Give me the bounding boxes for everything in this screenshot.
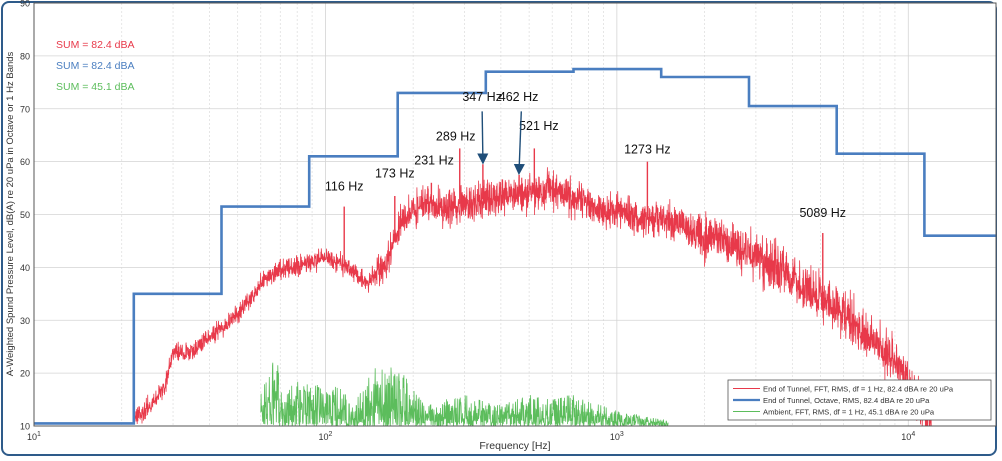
legend-entry: End of Tunnel, Octave, RMS, 82.4 dBA re … xyxy=(763,396,930,405)
x-tick-label: 102 xyxy=(318,431,332,442)
sum-label: SUM = 45.1 dBA xyxy=(56,81,135,93)
peak-arrow xyxy=(477,111,489,165)
x-tick-label: 101 xyxy=(27,431,41,442)
peak-label: 462 Hz xyxy=(499,90,539,104)
x-axis-ticks: 101 102 103 104 xyxy=(27,431,915,442)
plot-border xyxy=(33,2,997,427)
ambient-fft-series xyxy=(260,362,669,426)
sum-labels: SUM = 82.4 dBA SUM = 82.4 dBA SUM = 45.1 d… xyxy=(56,39,135,93)
legend-box xyxy=(727,379,992,421)
sum-label: SUM = 82.4 dBA xyxy=(56,60,135,72)
y-tick-label: 20 xyxy=(20,369,30,379)
peak-arrows xyxy=(477,111,525,176)
peak-label: 521 Hz xyxy=(519,119,559,133)
legend-entry: Ambient, FFT, RMS, df = 1 Hz, 45.1 dBA r… xyxy=(763,408,935,417)
peak-label: 289 Hz xyxy=(436,129,476,143)
peak-arrow xyxy=(513,111,525,176)
y-tick-label: 10 xyxy=(20,422,30,432)
peak-label: 1273 Hz xyxy=(624,143,671,157)
y-axis-ticks: 10 20 30 40 50 60 70 80 90 xyxy=(20,0,30,432)
fft-line xyxy=(133,167,932,426)
fft-series xyxy=(133,148,932,426)
sum-label: SUM = 82.4 dBA xyxy=(56,39,135,51)
y-tick-label: 60 xyxy=(20,157,30,167)
peak-label: 116 Hz xyxy=(325,180,364,194)
legend-entry: End of Tunnel, FFT, RMS, df = 1 Hz, 82.4… xyxy=(763,385,954,394)
octave-step-line xyxy=(34,67,996,425)
y-tick-label: 40 xyxy=(20,263,30,273)
x-tick-label: 103 xyxy=(610,431,624,442)
y-axis-label: A-Weighted Spund Pressure Level, dB(A) r… xyxy=(5,51,16,376)
x-tick-label: 104 xyxy=(901,431,915,442)
peak-label: 347 Hz xyxy=(462,90,502,104)
y-tick-label: 80 xyxy=(20,51,30,61)
legend: End of Tunnel, FFT, RMS, df = 1 Hz, 82.4… xyxy=(727,379,992,421)
y-tick-label: 30 xyxy=(20,316,30,326)
y-tick-label: 90 xyxy=(20,0,30,9)
octave-series xyxy=(34,67,996,425)
x-axis-label: Frequency [Hz] xyxy=(479,440,550,452)
peak-label: 5089 Hz xyxy=(799,206,846,220)
y-tick-label: 50 xyxy=(20,210,30,220)
peak-label: 231 Hz xyxy=(414,153,454,167)
y-tick-label: 70 xyxy=(20,104,30,114)
ambient-fft-line xyxy=(260,362,669,426)
peak-label: 173 Hz xyxy=(375,166,415,180)
